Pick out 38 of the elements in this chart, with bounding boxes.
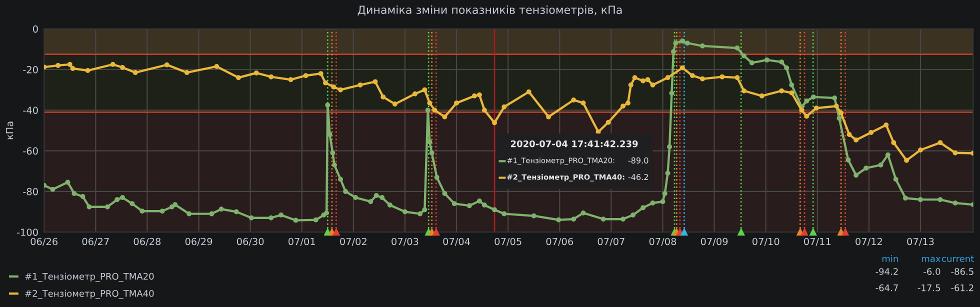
x-tick-label: 06/28: [134, 238, 161, 246]
x-tick-label: 07/08: [649, 238, 676, 246]
text: -64.7: [876, 284, 898, 292]
legend-label: #2_Тензіометр_PRO_TMA40: [25, 290, 154, 299]
x-tick-label: 07/01: [288, 238, 315, 246]
text: max: [922, 256, 941, 262]
x-tick-label: 07/12: [856, 238, 882, 246]
text: -6.0: [924, 268, 940, 275]
x-tick-label: 06/26: [30, 238, 58, 246]
text: -61.2: [951, 284, 974, 292]
text: -17.5: [918, 284, 940, 292]
y-tick-label: -60: [23, 147, 38, 155]
text: current: [942, 256, 974, 262]
text: -86.5: [951, 268, 974, 275]
y-tick-label: -20: [23, 66, 38, 74]
x-tick-label: 07/02: [340, 238, 366, 246]
x-tick-label: 07/06: [546, 238, 574, 246]
text: -94.2: [876, 268, 898, 275]
x-tick-label: 07/04: [443, 238, 470, 246]
x-tick-label: 07/11: [804, 238, 831, 246]
x-tick-label: 07/03: [392, 238, 418, 246]
text: min: [882, 255, 898, 262]
y-axis-title: кПа: [6, 122, 14, 140]
x-tick-label: 07/07: [598, 238, 624, 246]
x-tick-label: 07/10: [752, 238, 780, 246]
x-tick-label: 06/30: [236, 238, 264, 246]
x-tick-label: 07/09: [700, 238, 728, 246]
x-tick-label: 06/29: [185, 238, 212, 246]
chart-title: Динаміка зміни показників тензіометрів, кПа: [358, 5, 622, 16]
x-tick-label: 07/05: [494, 238, 522, 246]
legend-label: #1_Тензіометр_PRO_TMA20: [25, 272, 154, 282]
y-tick-label: -80: [23, 188, 38, 196]
y-tick-label: -40: [23, 106, 38, 114]
x-tick-label: 06/27: [82, 238, 109, 246]
annotation: 2020-07-04 17:41:42.239: [510, 140, 638, 148]
x-tick-label: 07/13: [907, 238, 934, 246]
y-tick-label: 0: [33, 25, 38, 33]
y-tick-label: -100: [16, 228, 38, 236]
